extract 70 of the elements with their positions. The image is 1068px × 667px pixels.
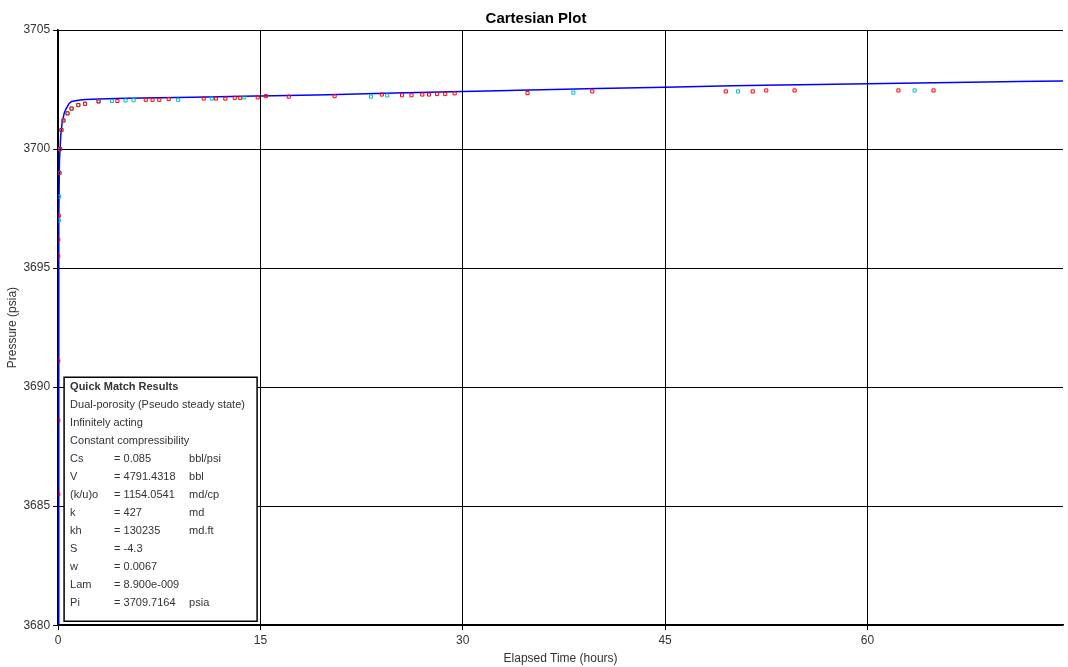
point xyxy=(58,213,61,218)
y-tick-label: 3690 xyxy=(23,379,51,394)
point xyxy=(525,91,530,96)
y-tick-label: 3705 xyxy=(23,22,51,37)
x-tick-label: 15 xyxy=(253,632,268,647)
point xyxy=(209,96,214,101)
point xyxy=(213,96,218,101)
point xyxy=(150,97,155,102)
x-tick-label: 60 xyxy=(860,632,875,647)
annotation: Dual-porosity (Pseudo steady state) xyxy=(70,398,245,411)
point xyxy=(931,88,936,93)
point xyxy=(223,96,228,101)
text: Lam = 8.900e-009 xyxy=(70,578,180,591)
text: Pi = 3709.7164 psia xyxy=(70,596,210,609)
point xyxy=(443,91,448,97)
x-tick-label: 30 xyxy=(456,632,470,647)
point xyxy=(176,97,181,102)
point xyxy=(764,88,769,93)
annotation: Constant compressibility xyxy=(70,434,190,447)
text: V = 4791.4318 bbl xyxy=(70,470,204,483)
point xyxy=(426,92,432,97)
text: Cs = 0.085 bbl/psi xyxy=(70,452,221,465)
point xyxy=(912,88,917,93)
point xyxy=(157,97,162,102)
x-tick-label: 0 xyxy=(54,632,62,647)
y-tick-label: 3700 xyxy=(23,141,51,156)
point xyxy=(792,88,797,93)
point xyxy=(201,96,206,101)
point xyxy=(435,91,440,97)
point xyxy=(750,89,755,94)
text: S = -4.3 xyxy=(70,542,143,555)
point xyxy=(255,95,260,100)
text: w = 0.0067 xyxy=(70,560,158,573)
point xyxy=(131,98,136,103)
point xyxy=(109,98,115,103)
annotation: Infinitely acting xyxy=(70,416,143,429)
annotation: Quick Match Results xyxy=(70,380,179,393)
point xyxy=(896,88,901,93)
point xyxy=(735,89,740,94)
x-axis-title: Elapsed Time (hours) xyxy=(503,651,618,666)
point xyxy=(238,95,243,100)
x-tick-label: 45 xyxy=(658,632,673,647)
text: (k/u)o = 1154.0541 md/cp xyxy=(70,488,220,501)
point xyxy=(379,92,384,97)
point xyxy=(143,97,148,102)
point xyxy=(332,94,337,99)
point xyxy=(232,95,237,100)
point xyxy=(58,218,61,223)
point xyxy=(368,94,374,99)
y-tick-label: 3695 xyxy=(23,260,51,275)
point xyxy=(123,98,128,103)
y-tick-label: 3680 xyxy=(23,617,51,632)
y-tick-label: 3685 xyxy=(23,498,51,513)
point xyxy=(723,89,728,94)
point xyxy=(420,92,425,97)
point xyxy=(452,91,457,96)
point xyxy=(385,93,390,98)
point xyxy=(571,90,576,95)
point xyxy=(409,93,414,98)
point xyxy=(400,93,405,98)
text: k = 427 md xyxy=(70,506,205,519)
point xyxy=(115,98,120,103)
text: kh = 130235 md.ft xyxy=(70,524,214,537)
y-axis-title: Pressure (psia) xyxy=(4,286,19,369)
point xyxy=(242,95,247,100)
point xyxy=(166,96,171,102)
chart-title: Cartesian Plot xyxy=(485,9,587,27)
point xyxy=(263,94,268,99)
point xyxy=(590,89,595,94)
point xyxy=(286,94,291,99)
